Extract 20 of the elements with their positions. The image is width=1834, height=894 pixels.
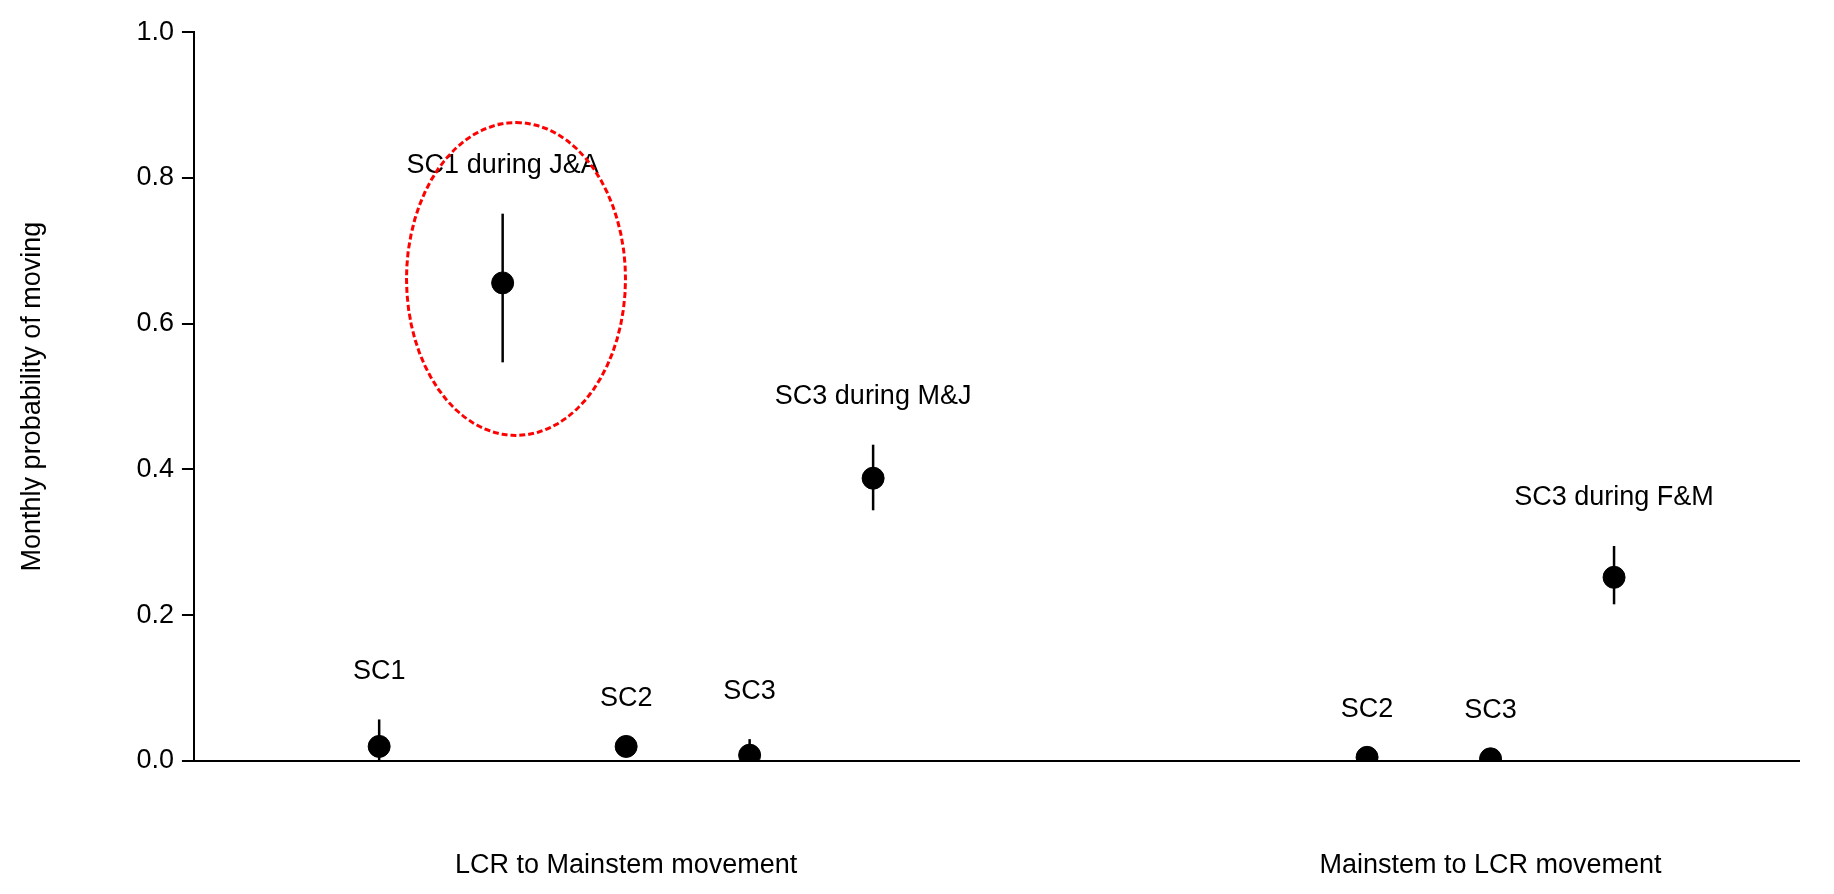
x-tick-label: LCR to Mainstem movement	[455, 848, 798, 879]
x-tick-label: Mainstem to LCR movement	[1319, 848, 1663, 879]
annotation: SC3 during M&J	[774, 380, 972, 411]
y-tick-label: 1.0	[136, 15, 174, 46]
annotation: SC3 during F&M	[1514, 481, 1714, 512]
annotation: SC3	[723, 674, 776, 705]
y-tick-label: 0.0	[136, 744, 174, 775]
annotation: SC2	[599, 681, 653, 712]
point	[861, 466, 885, 490]
annotation: SC1 during J&A	[406, 149, 599, 180]
y-tick-label: 0.2	[136, 598, 174, 629]
y-tick-label: 0.4	[136, 452, 174, 483]
annotation: SC1	[352, 654, 406, 685]
y-tick-label: 0.8	[136, 161, 174, 192]
point	[1602, 565, 1626, 589]
y-axis-title: Monthly probability of moving	[15, 221, 46, 572]
annotation: SC2	[1340, 692, 1394, 723]
annotation: SC3	[1464, 694, 1517, 725]
y-tick-label: 0.6	[136, 307, 174, 338]
point	[491, 271, 515, 295]
